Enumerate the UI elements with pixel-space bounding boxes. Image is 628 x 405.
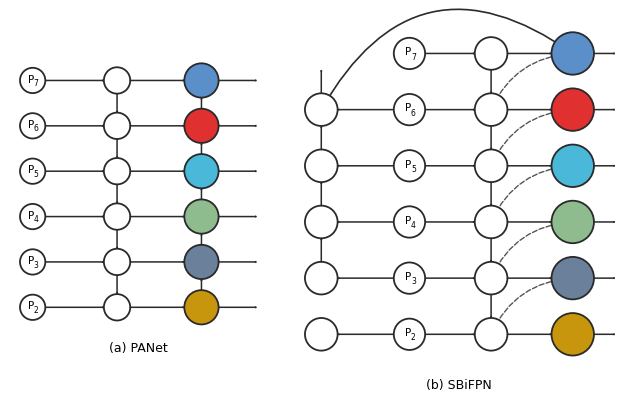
Text: P: P: [404, 215, 411, 225]
Circle shape: [551, 313, 594, 356]
Text: P: P: [28, 120, 35, 130]
Text: 7: 7: [411, 52, 416, 62]
Circle shape: [551, 257, 594, 300]
Text: 2: 2: [411, 333, 416, 341]
Circle shape: [104, 249, 130, 275]
Text: P: P: [28, 256, 35, 265]
Text: P: P: [404, 159, 411, 169]
Circle shape: [551, 89, 594, 132]
Circle shape: [104, 159, 130, 185]
Circle shape: [185, 245, 219, 279]
Text: 4: 4: [33, 215, 38, 224]
Circle shape: [185, 109, 219, 144]
Text: 4: 4: [411, 221, 416, 230]
Circle shape: [104, 204, 130, 230]
Circle shape: [475, 206, 507, 239]
Circle shape: [394, 207, 425, 238]
Text: P: P: [404, 271, 411, 281]
Text: (a) PANet: (a) PANet: [109, 341, 168, 354]
Circle shape: [20, 295, 45, 320]
Text: P: P: [404, 103, 411, 113]
Text: 7: 7: [33, 79, 38, 88]
Text: 3: 3: [33, 260, 38, 269]
Circle shape: [475, 150, 507, 183]
Circle shape: [185, 290, 219, 325]
Circle shape: [394, 263, 425, 294]
Text: 3: 3: [411, 277, 416, 286]
Circle shape: [305, 318, 338, 351]
Circle shape: [104, 68, 130, 94]
Circle shape: [20, 68, 45, 94]
Circle shape: [185, 200, 219, 234]
Circle shape: [394, 95, 425, 126]
Text: 5: 5: [411, 164, 416, 173]
Circle shape: [20, 159, 45, 184]
Text: 6: 6: [33, 124, 38, 133]
Circle shape: [551, 201, 594, 243]
Circle shape: [551, 33, 594, 75]
Circle shape: [394, 151, 425, 182]
Text: P: P: [28, 301, 35, 311]
Circle shape: [475, 38, 507, 70]
Circle shape: [104, 294, 130, 321]
Text: P: P: [28, 210, 35, 220]
Text: 5: 5: [33, 169, 38, 178]
Text: P: P: [28, 165, 35, 175]
Circle shape: [185, 155, 219, 189]
Circle shape: [185, 64, 219, 98]
Text: 6: 6: [411, 109, 416, 117]
Text: (b) SBiFPN: (b) SBiFPN: [426, 377, 491, 390]
Circle shape: [394, 319, 425, 350]
Circle shape: [305, 262, 338, 295]
Circle shape: [475, 262, 507, 295]
Text: P: P: [404, 47, 411, 57]
Text: P: P: [404, 327, 411, 337]
Text: 2: 2: [33, 305, 38, 314]
Circle shape: [551, 145, 594, 188]
Circle shape: [20, 205, 45, 230]
Circle shape: [20, 114, 45, 139]
Circle shape: [305, 150, 338, 183]
Circle shape: [104, 113, 130, 140]
Text: P: P: [28, 75, 35, 84]
Circle shape: [305, 94, 338, 127]
Circle shape: [20, 249, 45, 275]
Circle shape: [305, 206, 338, 239]
Circle shape: [394, 39, 425, 70]
Circle shape: [475, 318, 507, 351]
Circle shape: [475, 94, 507, 127]
